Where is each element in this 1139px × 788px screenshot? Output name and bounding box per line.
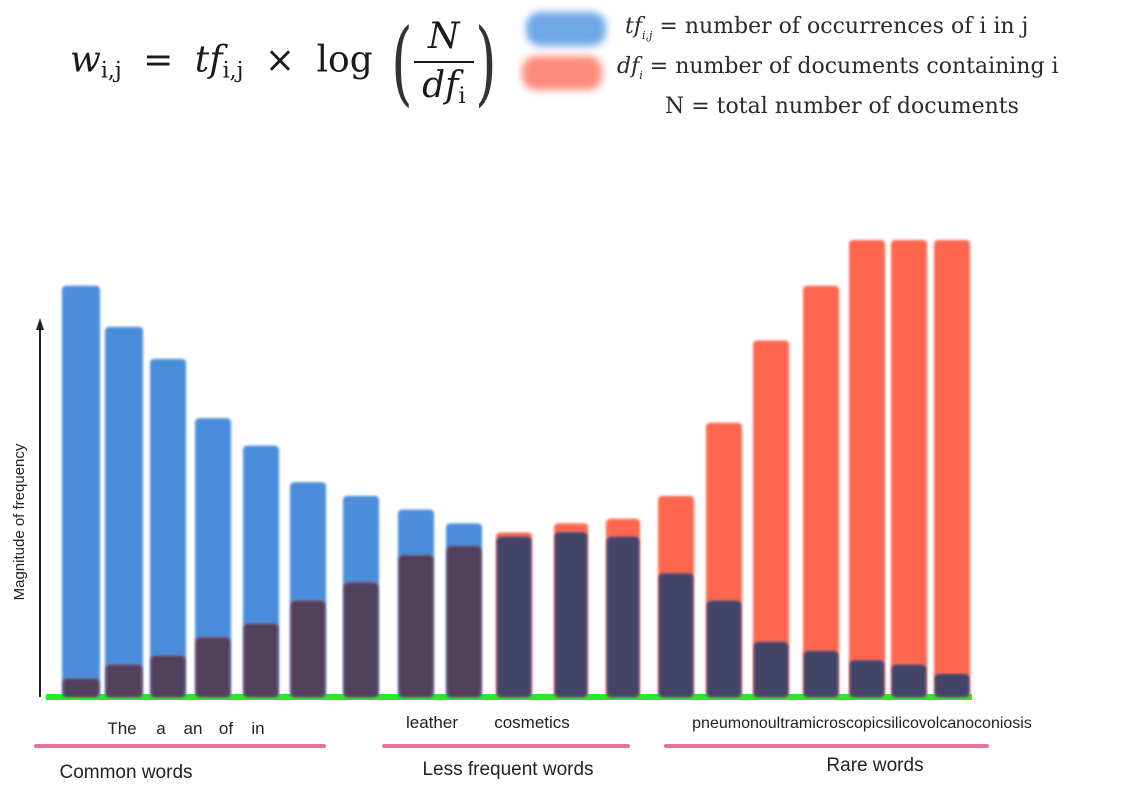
word-tick-label: The <box>107 719 136 738</box>
overlap-bar <box>935 674 969 697</box>
overlap-bar <box>63 678 99 697</box>
word-tick-label: a <box>156 719 166 738</box>
formula-times: × <box>264 39 296 81</box>
word-tick-label: cosmetics <box>494 713 570 732</box>
overlap-bar <box>151 655 185 697</box>
overlap-bar <box>850 660 884 697</box>
legend-tf-swatch <box>526 12 606 46</box>
bar-group <box>934 240 970 697</box>
word-tick-label: of <box>219 719 233 738</box>
bar-group <box>891 240 927 697</box>
legend-df-symbol: df <box>617 54 640 79</box>
df-bar <box>803 285 839 697</box>
formula-log: log <box>316 39 373 81</box>
bar-group <box>554 523 588 697</box>
tf-bar <box>195 418 231 697</box>
formula-lhs-var: w <box>70 39 101 81</box>
formula-numerator: N <box>428 16 460 57</box>
word-tick-label: pneumonoultramicroscopicsilicovolcanocon… <box>692 715 1032 732</box>
y-axis-arrowhead <box>36 318 44 330</box>
legend: tfi,j = number of occurrences of i in j … <box>520 8 1135 128</box>
bar-group <box>803 285 839 697</box>
overlap-bar <box>892 665 926 697</box>
formula-denominator-sub: i <box>458 84 466 109</box>
overlap-bar <box>244 623 278 697</box>
bar-group <box>290 482 326 697</box>
bar-group <box>150 358 186 697</box>
df-bar <box>891 240 927 697</box>
bar-group <box>706 422 742 697</box>
formula-tf-var: tf <box>194 39 223 81</box>
bar-group <box>195 418 231 697</box>
legend-df-entry: dfi = number of documents containing i <box>617 54 1059 82</box>
bar-series <box>62 240 970 697</box>
legend-n-entry: N = total number of documents <box>665 94 1019 119</box>
overlap-bar <box>607 537 639 697</box>
group-label-common: Common words <box>59 762 192 783</box>
overlap-bar <box>659 573 693 697</box>
overlap-bar <box>344 582 378 697</box>
bar-group <box>849 240 885 697</box>
bar-group <box>62 285 100 697</box>
legend-tf-entry: tfi,j = number of occurrences of i in j <box>625 14 1028 42</box>
overlap-bar <box>555 532 587 697</box>
legend-df-swatch <box>522 56 602 90</box>
formula-lhs-sub: i,j <box>100 58 122 84</box>
bar-group <box>105 326 143 697</box>
word-tick-label: in <box>251 719 264 738</box>
chart-labels: The a an of in leather cosmetics pneumonoultram… <box>34 713 1032 783</box>
tf-bar <box>105 326 143 697</box>
bar-group <box>606 518 640 697</box>
formula-fraction: N dfi <box>414 16 474 109</box>
overlap-bar <box>707 601 741 697</box>
overlap-bar <box>106 665 142 697</box>
formula-denominator-var: df <box>422 65 459 106</box>
tfidf-formula: wi,j = tfi,j × log ( N dfi ) <box>70 8 497 116</box>
legend-tf-symbol: tf <box>625 14 642 39</box>
bar-group <box>243 445 279 697</box>
overlap-bar <box>447 546 481 697</box>
df-bar <box>849 240 885 697</box>
bar-group <box>658 495 694 697</box>
overlap-bar <box>804 651 838 697</box>
bar-group <box>446 523 482 697</box>
formula-tf-sub: i,j <box>222 58 244 84</box>
overlap-bar <box>291 601 325 697</box>
tf-bar <box>150 358 186 697</box>
overlap-bar <box>497 537 531 697</box>
legend-df-sub: i <box>639 69 643 82</box>
overlap-bar <box>754 642 788 697</box>
word-tick-label: leather <box>406 713 458 732</box>
bar-group <box>398 509 434 697</box>
overlap-bar <box>196 637 230 697</box>
legend-tf-text: = number of occurrences of i in j <box>659 14 1029 39</box>
group-label-rare: Rare words <box>826 755 923 776</box>
df-bar <box>753 340 789 697</box>
overlap-bar <box>399 555 433 697</box>
y-axis-label: Magnitude of frequency <box>11 443 28 600</box>
bar-group <box>496 532 532 697</box>
df-bar <box>934 240 970 697</box>
tf-bar <box>62 285 100 697</box>
bar-group <box>343 495 379 697</box>
word-tick-label: an <box>184 719 203 738</box>
legend-tf-sub: i,j <box>641 29 653 42</box>
bar-group <box>753 340 789 697</box>
group-label-less: Less frequent words <box>422 759 593 780</box>
legend-df-text: = number of documents containing i <box>649 54 1059 79</box>
